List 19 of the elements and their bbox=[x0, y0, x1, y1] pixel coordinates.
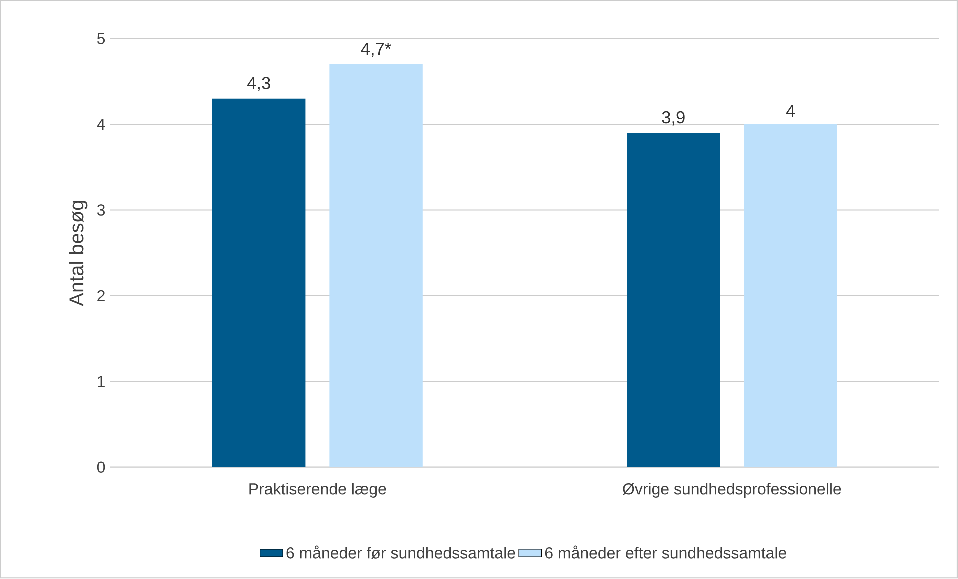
data-label: 4,7* bbox=[361, 43, 392, 58]
bar bbox=[330, 64, 423, 468]
y-axis-title: Antal besøg bbox=[69, 201, 88, 306]
x-tick-label: Praktiserende læge bbox=[250, 483, 386, 498]
bar bbox=[744, 124, 838, 468]
y-tick-label: 2 bbox=[98, 290, 105, 302]
y-tick-label: 1 bbox=[98, 376, 105, 388]
data-label: 3,9 bbox=[662, 112, 685, 126]
legend-label: 6 måneder efter sundhedssamtale bbox=[545, 546, 786, 559]
y-tick-label: 0 bbox=[97, 462, 106, 474]
legend-label: 6 måneder før sundhedssamtale bbox=[286, 546, 516, 560]
y-tick-label: 5 bbox=[97, 33, 106, 45]
bar bbox=[627, 133, 720, 468]
bar bbox=[212, 98, 306, 468]
y-tick-label: 4 bbox=[97, 119, 106, 130]
y-tick-label: 3 bbox=[97, 204, 106, 216]
data-label: 4 bbox=[786, 105, 796, 118]
data-label: 4,3 bbox=[247, 77, 270, 92]
x-tick-label: Øvrige sundhedsprofessionelle bbox=[623, 483, 842, 498]
